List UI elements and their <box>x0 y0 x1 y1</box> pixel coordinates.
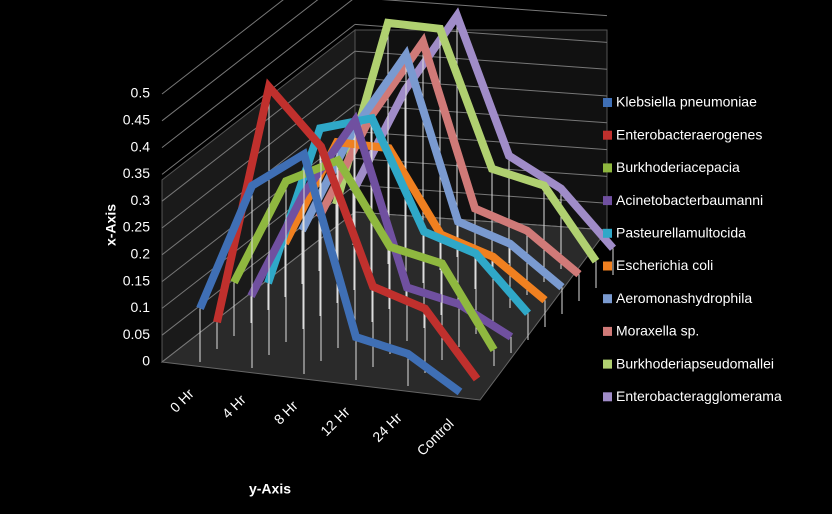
ribbon-line <box>196 148 463 396</box>
ribbon-line <box>264 113 532 316</box>
y-tick-label: 0.35 <box>123 165 150 181</box>
legend-swatch <box>603 392 612 402</box>
legend-label: Burkhoderiapseudomallei <box>616 355 774 371</box>
grid-line <box>354 211 608 231</box>
y-tick-label: 0.2 <box>131 246 151 262</box>
legend-label: Pasteurellamultocida <box>616 225 746 241</box>
legend-swatch <box>603 228 612 238</box>
grid-line <box>161 0 284 95</box>
legend-swatch <box>603 359 612 369</box>
grid-line <box>354 184 608 204</box>
legend-label: Klebsiella pneumoniae <box>616 94 757 110</box>
legend-label: Enterobacteragglomerama <box>616 388 782 404</box>
ribbon-line <box>230 155 498 352</box>
ribbon-line <box>332 18 600 264</box>
legend-swatch <box>603 98 612 107</box>
legend-swatch <box>603 196 612 206</box>
ribbon-line <box>213 78 481 382</box>
y-tick-label: 0 <box>142 353 150 369</box>
legend-label: Acinetobacterbaumanni <box>616 192 763 208</box>
grid-line <box>354 50 608 70</box>
y-tick-label: 0.45 <box>123 112 150 128</box>
y-tick-label: 0.1 <box>131 299 151 315</box>
legend-swatch <box>603 130 612 140</box>
legend-label: Moraxella sp. <box>616 323 699 339</box>
y-tick-label: 0.25 <box>123 219 150 235</box>
legend-label: Aeromonashydrophila <box>616 290 752 306</box>
y-axis-title: x-Axis <box>103 204 119 246</box>
legend-swatch <box>603 163 612 173</box>
y-tick-label: 0.4 <box>131 138 151 154</box>
grid-line <box>161 0 353 148</box>
grid-line <box>381 0 608 17</box>
y-tick-label: 0.15 <box>123 272 150 288</box>
y-tick-label: 0.05 <box>123 326 150 342</box>
legend-label: Burkhoderiacepacia <box>616 159 740 175</box>
legend-swatch <box>603 261 612 271</box>
grid-line <box>161 0 319 122</box>
legend-swatch <box>603 294 612 304</box>
legend-swatch <box>603 326 612 336</box>
x-axis-title: y-Axis <box>249 481 291 497</box>
y-tick-label: 0.3 <box>131 192 151 208</box>
ribbon-line <box>349 7 617 251</box>
legend-label: Escherichia coli <box>616 257 713 273</box>
y-tick-label: 0.5 <box>131 85 151 101</box>
legend-label: Enterobacteraerogenes <box>616 126 762 142</box>
grid-line <box>161 24 356 175</box>
